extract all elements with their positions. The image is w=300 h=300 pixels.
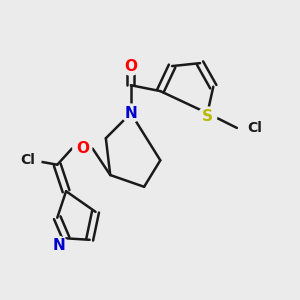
Text: O: O bbox=[76, 141, 89, 156]
Text: N: N bbox=[52, 238, 65, 253]
Text: Cl: Cl bbox=[247, 121, 262, 135]
Ellipse shape bbox=[73, 140, 92, 158]
Ellipse shape bbox=[198, 107, 217, 125]
Ellipse shape bbox=[122, 104, 140, 122]
Text: S: S bbox=[202, 109, 213, 124]
Text: O: O bbox=[124, 58, 137, 74]
Text: Cl: Cl bbox=[20, 153, 35, 167]
Ellipse shape bbox=[15, 151, 41, 169]
Ellipse shape bbox=[122, 57, 140, 75]
Text: N: N bbox=[124, 106, 137, 121]
Ellipse shape bbox=[241, 119, 268, 137]
Ellipse shape bbox=[49, 237, 68, 255]
